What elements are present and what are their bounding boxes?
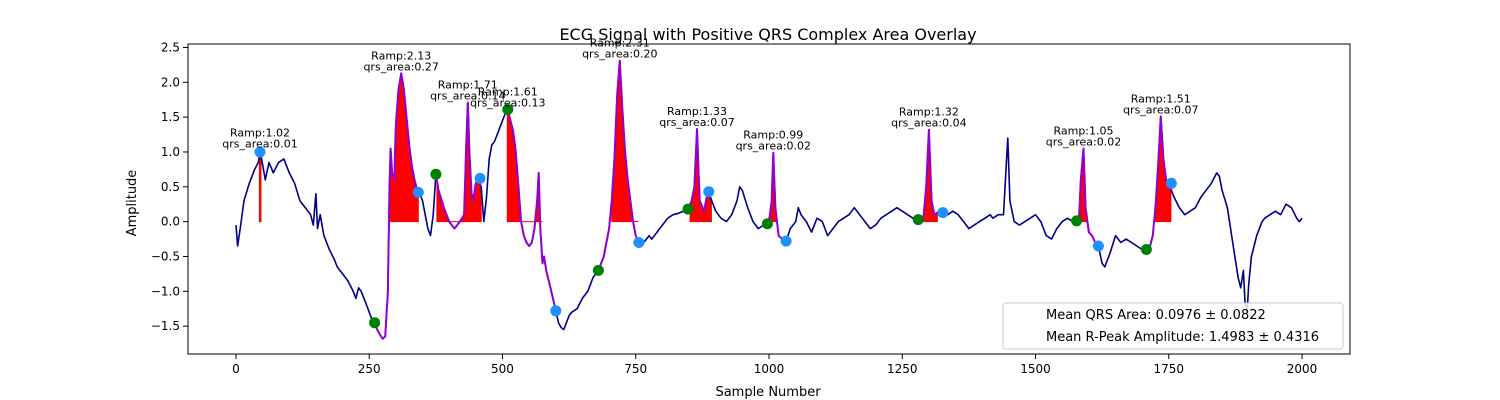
y-tick-label: −0.5 bbox=[151, 249, 180, 263]
y-tick-label: −1.5 bbox=[151, 319, 180, 333]
annotation-ramp-9: Ramp:1.05 bbox=[1053, 125, 1113, 138]
y-axis-label: Amplitude bbox=[125, 170, 140, 237]
annotation-qrs-area-3: qrs_area:0.14 bbox=[430, 90, 505, 103]
qrs-offset-marker-1 bbox=[254, 146, 266, 158]
qrs-segment-8 bbox=[1075, 147, 1100, 247]
annotation-ramp-5: Ramp:2.31 bbox=[590, 37, 650, 50]
y-tick-label: 2.0 bbox=[161, 75, 180, 89]
qrs-onset-marker-1 bbox=[369, 317, 381, 329]
qrs-onset-marker-2 bbox=[430, 168, 442, 180]
annotation-ramp-8: Ramp:1.32 bbox=[899, 106, 959, 119]
x-axis: 0 250 500 750 1000 1250 1500 1750 2000 bbox=[232, 354, 1317, 376]
qrs-segment-1 bbox=[373, 72, 421, 340]
x-tick-label: 1250 bbox=[887, 362, 918, 376]
annotation-ramp-3: Ramp:1.71 bbox=[438, 79, 498, 92]
annotation-ramp-10: Ramp:1.51 bbox=[1131, 92, 1191, 105]
qrs-segment-2 bbox=[434, 101, 483, 230]
qrs-offset-marker-9 bbox=[1092, 240, 1104, 252]
y-tick-label: 2.5 bbox=[161, 40, 180, 54]
qrs-onset-marker-5 bbox=[682, 203, 694, 215]
qrs-area-fill-1 bbox=[258, 151, 262, 223]
qrs-onset-marker-9 bbox=[1140, 244, 1152, 255]
annotation-qrs-area-6: qrs_area:0.07 bbox=[659, 116, 734, 129]
qrs-onset-marker-6 bbox=[761, 218, 773, 230]
legend-entry-mean-r-peak: Mean R-Peak Amplitude: 1.4983 ± 0.4316 bbox=[1046, 330, 1319, 345]
annotation-qrs-area-8: qrs_area:0.04 bbox=[891, 117, 966, 130]
qrs-offset-marker-7 bbox=[780, 235, 792, 247]
qrs-offset-marker-2 bbox=[412, 186, 424, 198]
annotation-ramp-7: Ramp:0.99 bbox=[743, 129, 803, 142]
annotation-qrs-area-9: qrs_area:0.02 bbox=[1046, 136, 1121, 149]
annotation-qrs-area-7: qrs_area:0.02 bbox=[736, 140, 811, 153]
x-axis-label: Sample Number bbox=[715, 385, 821, 400]
qrs-offset-marker-3 bbox=[474, 172, 486, 184]
chart-title: ECG Signal with Positive QRS Complex Are… bbox=[559, 25, 976, 44]
qrs-onset-marker-4 bbox=[592, 264, 604, 276]
legend-box bbox=[1002, 302, 1344, 350]
plot-area: Ramp:1.02qrs_area:0.01Ramp:2.13qrs_area:… bbox=[222, 37, 1303, 340]
y-tick-label: 1.5 bbox=[161, 110, 180, 124]
annotation-ramp-1: Ramp:1.02 bbox=[230, 127, 290, 140]
annotation-qrs-area-1: qrs_area:0.01 bbox=[222, 138, 297, 151]
x-tick-label: 1000 bbox=[754, 362, 785, 376]
x-tick-label: 0 bbox=[232, 362, 240, 376]
y-tick-label: 0.0 bbox=[161, 215, 180, 229]
y-tick-label: 1.0 bbox=[161, 145, 180, 159]
qrs-onset-marker-7 bbox=[912, 214, 924, 226]
y-axis: −1.5 −1.0 −0.5 0.0 0.5 1.0 1.5 2.0 2.5 bbox=[151, 40, 188, 333]
legend: Mean QRS Area: 0.0976 ± 0.0822 Mean R-Pe… bbox=[1002, 302, 1344, 350]
annotation-qrs-area-4: qrs_area:0.13 bbox=[470, 97, 545, 110]
x-tick-label: 2000 bbox=[1287, 362, 1318, 376]
x-tick-label: 250 bbox=[358, 362, 381, 376]
x-tick-label: 500 bbox=[491, 362, 514, 376]
qrs-offset-marker-10 bbox=[1165, 177, 1177, 189]
x-tick-label: 1500 bbox=[1020, 362, 1051, 376]
qrs-onset-marker-3 bbox=[502, 104, 514, 115]
legend-entry-mean-qrs-area: Mean QRS Area: 0.0976 ± 0.0822 bbox=[1046, 308, 1266, 323]
y-tick-label: 0.5 bbox=[161, 180, 180, 194]
annotation-qrs-area-2: qrs_area:0.27 bbox=[363, 60, 438, 73]
annotation-qrs-area-10: qrs_area:0.07 bbox=[1123, 103, 1198, 116]
annotation-ramp-6: Ramp:1.33 bbox=[667, 105, 727, 118]
x-tick-label: 1750 bbox=[1153, 362, 1184, 376]
qrs-offset-marker-4 bbox=[550, 305, 562, 317]
qrs-segment-3 bbox=[504, 108, 557, 312]
qrs-offset-marker-5 bbox=[633, 237, 645, 248]
x-tick-label: 750 bbox=[624, 362, 647, 376]
qrs-segment-5 bbox=[688, 128, 712, 213]
qrs-offset-marker-6 bbox=[703, 186, 715, 198]
annotation-qrs-area-5: qrs_area:0.20 bbox=[582, 48, 657, 61]
qrs-offset-marker-8 bbox=[937, 207, 949, 219]
annotation-ramp-4: Ramp:1.61 bbox=[478, 86, 538, 99]
qrs-onset-marker-8 bbox=[1071, 215, 1083, 227]
qrs-segment-4 bbox=[597, 59, 642, 271]
y-tick-label: −1.0 bbox=[151, 284, 180, 298]
annotation-ramp-2: Ramp:2.13 bbox=[371, 49, 431, 62]
